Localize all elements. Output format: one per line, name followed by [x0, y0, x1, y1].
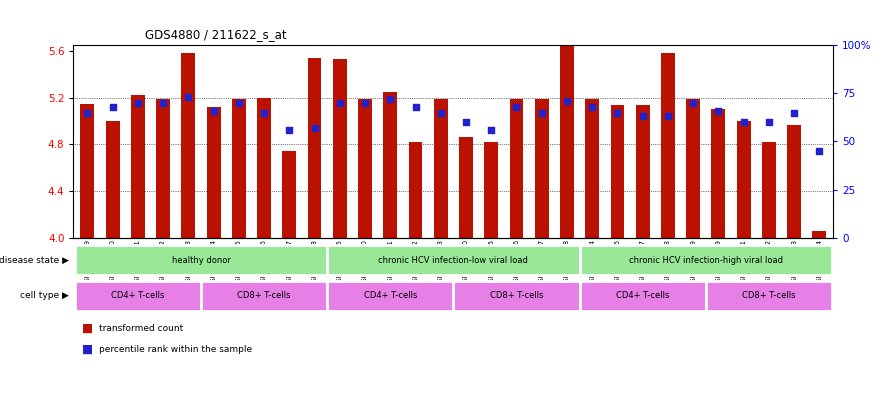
Point	[787, 109, 801, 116]
Point	[737, 119, 751, 125]
Point	[660, 113, 675, 119]
Bar	[106, 121, 119, 238]
Bar	[181, 53, 195, 238]
Bar	[453, 281, 580, 311]
Bar	[737, 121, 751, 238]
Bar	[560, 8, 574, 238]
Point	[131, 100, 145, 106]
Text: ■: ■	[82, 343, 93, 356]
Bar	[201, 281, 327, 311]
Point	[358, 100, 372, 106]
Bar	[358, 99, 372, 238]
Point	[409, 104, 423, 110]
Point	[813, 148, 827, 154]
Bar	[459, 138, 473, 238]
Bar	[332, 59, 347, 238]
Bar	[813, 231, 826, 238]
Point	[434, 109, 448, 116]
Bar	[282, 151, 297, 238]
Bar	[762, 142, 776, 238]
Point	[206, 108, 220, 114]
Text: chronic HCV infection-high viral load: chronic HCV infection-high viral load	[629, 256, 783, 265]
Text: CD4+ T-cells: CD4+ T-cells	[616, 291, 669, 300]
Point	[332, 100, 347, 106]
Bar	[661, 53, 675, 238]
Text: CD8+ T-cells: CD8+ T-cells	[237, 291, 291, 300]
Point	[106, 104, 120, 110]
Point	[635, 113, 650, 119]
Bar	[307, 58, 322, 238]
Text: transformed count: transformed count	[99, 324, 183, 332]
Bar	[81, 103, 94, 238]
Bar	[686, 99, 700, 238]
Point	[383, 96, 398, 102]
Point	[585, 104, 599, 110]
Point	[484, 127, 498, 133]
Bar	[485, 142, 498, 238]
Point	[535, 109, 549, 116]
Bar	[74, 281, 201, 311]
Bar	[434, 99, 448, 238]
Point	[156, 100, 170, 106]
Point	[560, 98, 574, 104]
Bar	[535, 99, 548, 238]
Bar	[232, 99, 246, 238]
Bar	[327, 281, 453, 311]
Text: GDS4880 / 211622_s_at: GDS4880 / 211622_s_at	[145, 28, 287, 41]
Bar	[706, 281, 832, 311]
Point	[307, 125, 322, 131]
Text: chronic HCV infection-low viral load: chronic HCV infection-low viral load	[378, 256, 529, 265]
Bar	[74, 245, 327, 275]
Bar	[327, 245, 580, 275]
Text: ■: ■	[82, 321, 93, 335]
Point	[282, 127, 297, 133]
Text: CD4+ T-cells: CD4+ T-cells	[364, 291, 417, 300]
Bar	[580, 281, 706, 311]
Point	[232, 100, 246, 106]
Bar	[580, 245, 832, 275]
Bar	[610, 105, 625, 238]
Bar	[636, 105, 650, 238]
Bar	[510, 99, 523, 238]
Text: healthy donor: healthy donor	[171, 256, 230, 265]
Point	[762, 119, 776, 125]
Point	[459, 119, 473, 125]
Point	[257, 109, 271, 116]
Bar	[711, 109, 726, 238]
Bar	[788, 125, 801, 238]
Bar	[585, 99, 599, 238]
Bar	[409, 142, 422, 238]
Point	[610, 109, 625, 116]
Point	[509, 104, 523, 110]
Point	[80, 109, 94, 116]
Text: percentile rank within the sample: percentile rank within the sample	[99, 345, 252, 354]
Bar	[207, 107, 220, 238]
Bar	[383, 92, 397, 238]
Text: CD8+ T-cells: CD8+ T-cells	[490, 291, 543, 300]
Text: CD4+ T-cells: CD4+ T-cells	[111, 291, 165, 300]
Point	[711, 108, 726, 114]
Text: disease state ▶: disease state ▶	[0, 256, 69, 265]
Point	[686, 100, 701, 106]
Text: CD8+ T-cells: CD8+ T-cells	[742, 291, 796, 300]
Point	[181, 94, 195, 100]
Bar	[156, 99, 170, 238]
Bar	[257, 98, 271, 238]
Bar	[131, 95, 145, 238]
Text: cell type ▶: cell type ▶	[20, 291, 69, 300]
